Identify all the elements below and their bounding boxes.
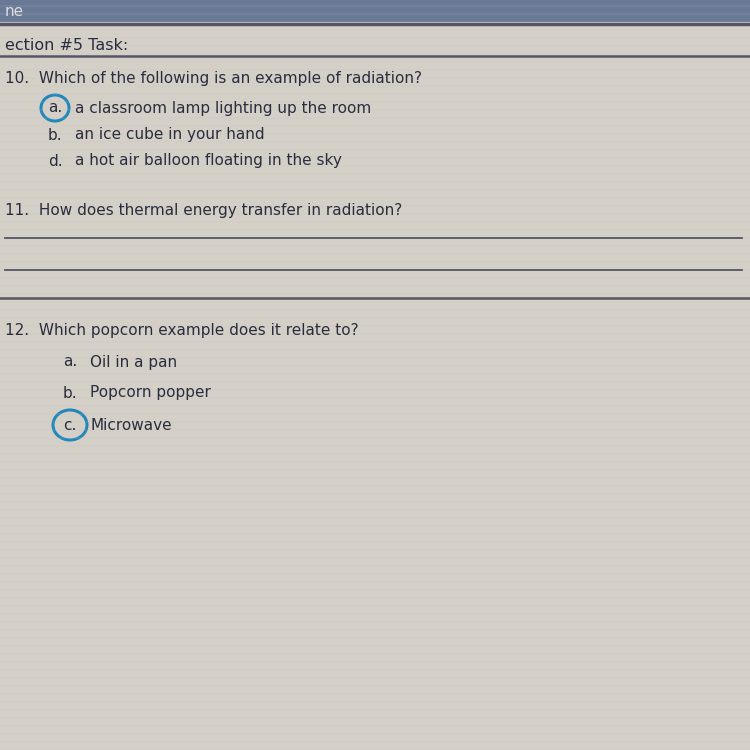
Text: 12.  Which popcorn example does it relate to?: 12. Which popcorn example does it relate… xyxy=(5,322,358,338)
Text: a hot air balloon floating in the sky: a hot air balloon floating in the sky xyxy=(75,154,342,169)
Text: an ice cube in your hand: an ice cube in your hand xyxy=(75,128,265,142)
Text: Oil in a pan: Oil in a pan xyxy=(90,355,177,370)
Text: a.: a. xyxy=(63,355,77,370)
Bar xyxy=(0,0,750,22)
Text: a classroom lamp lighting up the room: a classroom lamp lighting up the room xyxy=(75,100,371,116)
Text: b.: b. xyxy=(63,386,77,400)
Text: a.: a. xyxy=(48,100,62,116)
Text: 10.  Which of the following is an example of radiation?: 10. Which of the following is an example… xyxy=(5,70,422,86)
Text: ne: ne xyxy=(5,4,24,19)
Text: b.: b. xyxy=(48,128,62,142)
Text: c.: c. xyxy=(63,418,76,433)
Text: d.: d. xyxy=(48,154,62,169)
Text: ection #5 Task:: ection #5 Task: xyxy=(5,38,128,52)
Text: Microwave: Microwave xyxy=(90,418,172,433)
Text: Popcorn popper: Popcorn popper xyxy=(90,386,211,400)
Text: 11.  How does thermal energy transfer in radiation?: 11. How does thermal energy transfer in … xyxy=(5,202,402,217)
